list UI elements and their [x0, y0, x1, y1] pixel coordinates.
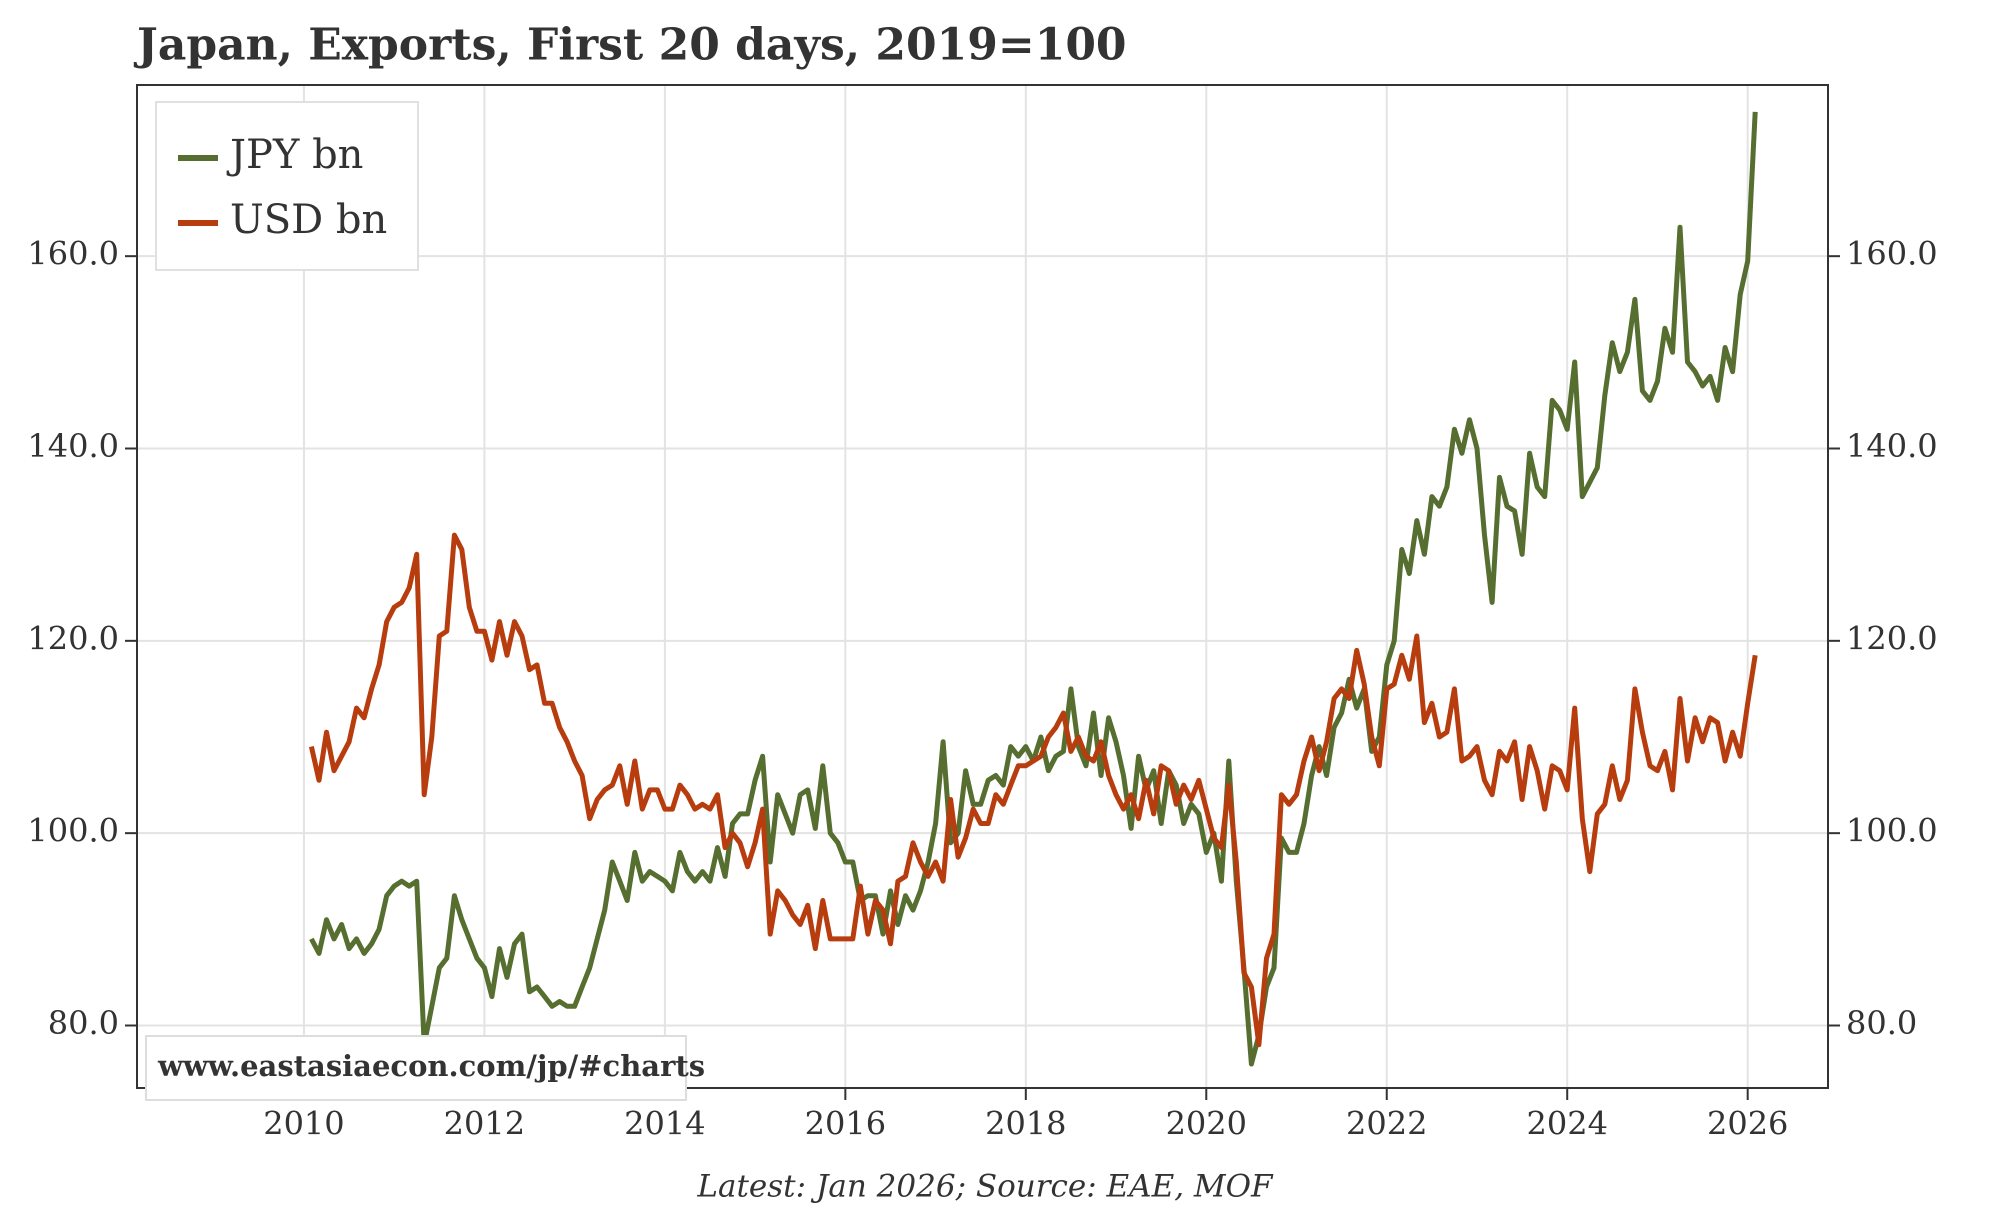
- x-tick-label: 2022: [1346, 1105, 1427, 1143]
- plot-frame: [136, 84, 1829, 1089]
- x-tick-label: 2016: [805, 1105, 886, 1143]
- y2-tick-label: 120.0: [1846, 619, 1938, 657]
- legend-label: JPY bn: [226, 132, 363, 178]
- y-tick-label: 100.0: [27, 812, 119, 850]
- legend-label: USD bn: [230, 197, 387, 243]
- x-tick-label: 2018: [985, 1105, 1066, 1143]
- series-line: [309, 111, 1758, 1067]
- y2-tick-label: 80.0: [1846, 1004, 1917, 1042]
- x-tick-label: 2024: [1527, 1105, 1608, 1143]
- watermark-box: [145, 1035, 687, 1101]
- x-tick-label: 2026: [1707, 1105, 1788, 1143]
- watermark: www.eastasiaecon.com/jp/#charts: [157, 1049, 705, 1083]
- y-tick-label: 120.0: [27, 619, 119, 657]
- y2-tick-label: 160.0: [1846, 235, 1938, 273]
- source-note: Latest: Jan 2026; Source: EAE, MOF: [696, 1169, 1274, 1205]
- x-tick-label: 2012: [444, 1105, 525, 1143]
- legend-box: [155, 101, 419, 271]
- y2-tick-label: 100.0: [1846, 812, 1938, 850]
- x-tick-label: 2020: [1166, 1105, 1247, 1143]
- y2-tick-label: 140.0: [1846, 427, 1938, 465]
- y-tick-label: 80.0: [48, 1004, 119, 1042]
- x-tick-label: 2010: [263, 1105, 344, 1143]
- x-tick-label: 2014: [624, 1105, 705, 1143]
- legend: JPY bn USD bn: [155, 101, 419, 271]
- chart-title: Japan, Exports, First 20 days, 2019=100: [133, 20, 1127, 71]
- y-tick-label: 160.0: [27, 235, 119, 273]
- y-tick-label: 140.0: [27, 427, 119, 465]
- series-line: [308, 532, 1758, 1048]
